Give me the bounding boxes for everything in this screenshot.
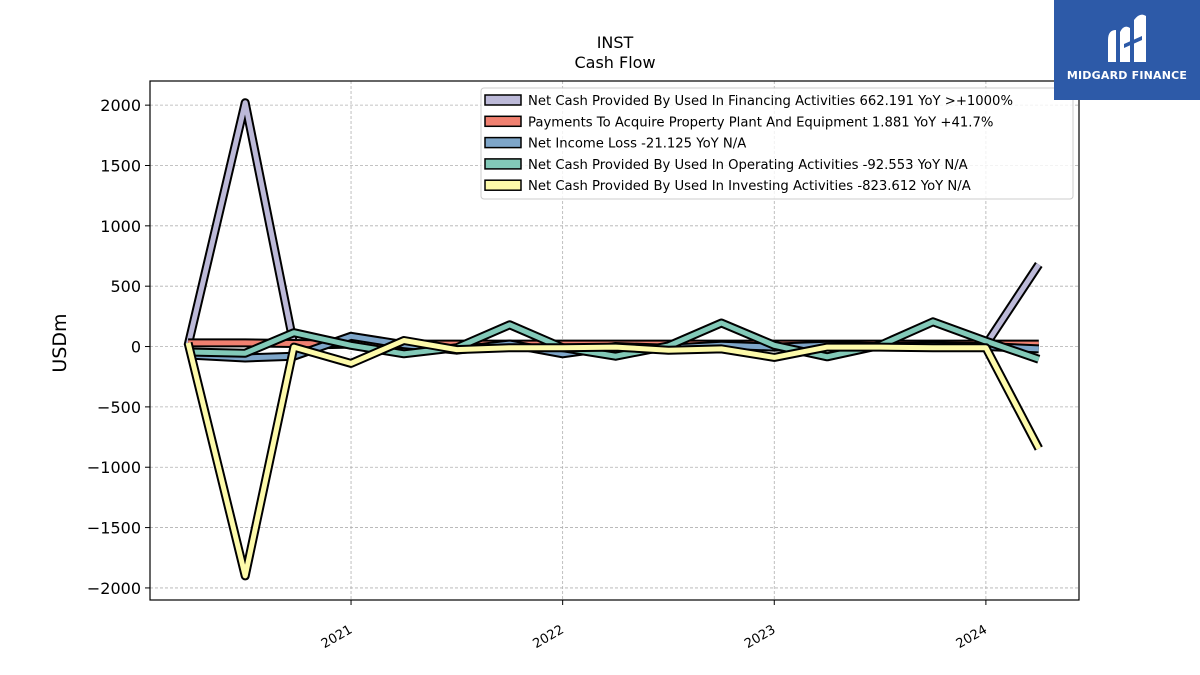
legend-swatch xyxy=(484,179,522,191)
legend-box xyxy=(480,87,1074,200)
chart-subtitle: Cash Flow xyxy=(574,53,655,72)
y-tick-label: 1500 xyxy=(100,156,141,175)
chart-title: INST xyxy=(597,33,634,52)
y-tick-label: −2000 xyxy=(87,579,141,598)
y-tick-label: 2000 xyxy=(100,96,141,115)
legend-entry: Net Income Loss -21.125 YoY N/A xyxy=(528,137,746,152)
y-tick-label: −1000 xyxy=(87,458,141,477)
y-tick-label: −500 xyxy=(97,398,141,417)
legend-entry: Net Cash Provided By Used In Operating A… xyxy=(528,158,968,173)
series-layer xyxy=(183,98,1043,581)
series-line xyxy=(183,336,1043,581)
series-line-stroke xyxy=(188,319,1040,362)
legend-entry: Net Cash Provided By Used In Financing A… xyxy=(528,94,1013,109)
y-tick-label: 1000 xyxy=(100,217,141,236)
y-axis-label: USDm xyxy=(49,313,71,372)
y-tick-label: 0 xyxy=(131,338,141,357)
y-tick-label: 500 xyxy=(110,277,141,296)
x-tick-label: 2024 xyxy=(954,622,990,652)
y-tick-label: −1500 xyxy=(87,519,141,538)
legend: Net Cash Provided By Used In Financing A… xyxy=(480,87,1074,200)
midgard-logo-icon xyxy=(1108,14,1146,63)
series-line-outline xyxy=(183,336,1043,581)
x-tick-label: 2021 xyxy=(319,622,355,652)
legend-entry: Payments To Acquire Property Plant And E… xyxy=(528,115,993,130)
legend-swatch xyxy=(484,158,522,170)
legend-swatch xyxy=(484,94,522,106)
x-tick-label: 2023 xyxy=(742,622,778,652)
legend-swatch xyxy=(484,115,522,128)
legend-swatch xyxy=(484,136,522,149)
series-line-stroke xyxy=(185,338,1042,579)
series-line xyxy=(188,317,1041,364)
legend-entry: Net Cash Provided By Used In Investing A… xyxy=(528,179,971,194)
logo-text: MIDGARD FINANCE xyxy=(1066,69,1188,82)
midgard-finance-logo: MIDGARD FINANCE xyxy=(1054,0,1200,100)
x-tick-label: 2022 xyxy=(530,622,566,652)
plot-frame xyxy=(149,80,1080,601)
